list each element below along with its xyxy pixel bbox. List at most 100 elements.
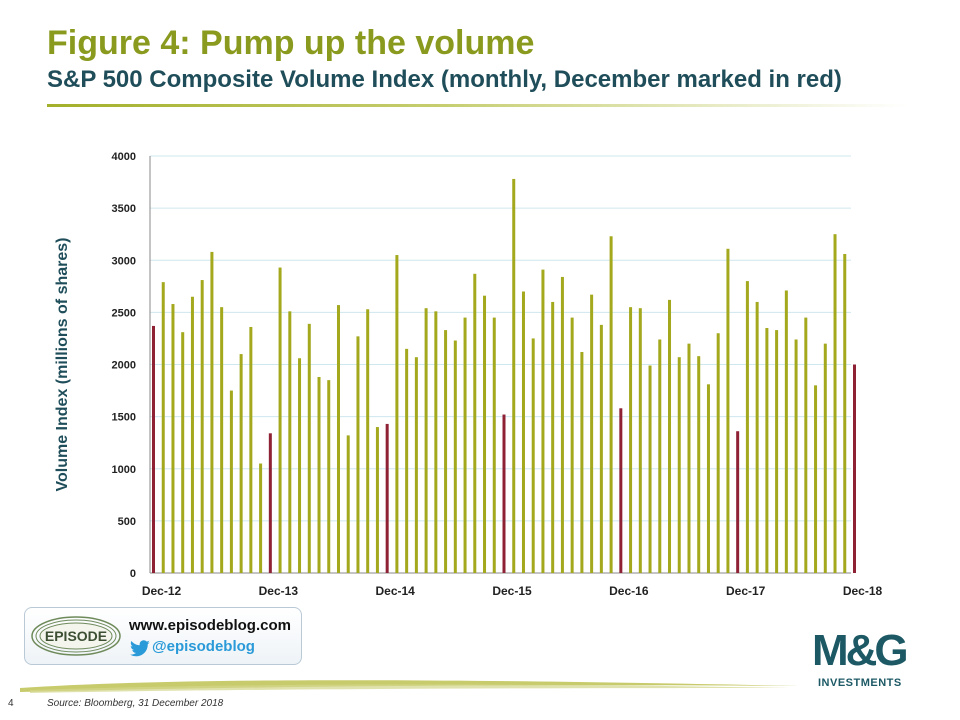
bar [784,290,788,573]
bar [531,338,535,573]
y-tick-label: 3000 [112,255,136,267]
bar [181,332,185,573]
twitter-handle[interactable]: @episodeblog [152,638,255,655]
bar [288,311,292,573]
bar [629,307,633,573]
bar [356,336,360,573]
bar [453,340,457,573]
x-tick-label: Dec-13 [259,584,299,598]
website-link[interactable]: www.episodeblog.com [129,617,291,634]
bar [336,305,340,573]
bar [210,251,214,573]
bar [541,269,545,573]
bar [609,236,613,573]
bar [268,433,272,573]
twitter-bird-icon [130,640,150,657]
bar [298,358,302,573]
bar [706,384,710,573]
bar [346,435,350,573]
bar [512,178,516,573]
bar [502,414,506,573]
bar [444,330,448,573]
chart-title: Figure 4: Pump up the volume [47,24,535,62]
episode-logo-icon: EPISODE [31,616,121,656]
bar [833,234,837,573]
chart-subtitle: S&P 500 Composite Volume Index (monthly,… [47,66,842,93]
bar [395,255,399,574]
bar [648,365,652,573]
bar [551,301,555,573]
x-tick-label: Dec-17 [726,584,766,598]
bar [765,328,769,573]
title-divider [47,104,907,107]
bar [190,296,194,573]
x-tick-label: Dec-16 [609,584,649,598]
decorative-swoosh [20,680,800,693]
bar [483,295,487,573]
bar [259,463,263,573]
bar [239,354,243,573]
bar [171,304,175,573]
bar [521,291,525,573]
bar [687,343,691,573]
bar [599,324,603,573]
bar [580,351,584,573]
bar [307,323,311,573]
bar [843,254,847,573]
bar [590,294,594,573]
x-tick-label: Dec-14 [375,584,415,598]
bar [161,282,165,573]
bar [697,356,701,573]
x-tick-label: Dec-18 [843,584,883,598]
bar [668,299,672,573]
bar [755,301,759,573]
bar [619,408,623,573]
bar [463,317,467,573]
y-tick-label: 1000 [112,464,136,476]
bar [775,330,779,573]
bar [375,427,379,573]
bar [638,308,642,573]
bar [823,343,827,573]
bar [405,348,409,573]
source-note: Source: Bloomberg, 31 December 2018 [47,698,224,709]
bar [424,308,428,573]
mg-logo: M&G [812,626,909,675]
bar [327,380,331,573]
bar [200,280,204,573]
bar [220,307,224,573]
y-tick-label: 500 [118,516,136,528]
mg-logo-subtitle: INVESTMENTS [818,677,902,689]
page-number: 4 [8,698,14,709]
bar [249,326,253,573]
bar [716,333,720,573]
bar [278,267,282,573]
bar [492,317,496,573]
bar [677,357,681,573]
bar [317,377,321,573]
bar [152,325,155,573]
y-tick-label: 3500 [112,203,136,215]
bar [385,423,389,573]
bar [434,311,438,573]
bar [473,273,477,573]
episode-logo-text: EPISODE [45,628,107,644]
bar [570,317,574,573]
episode-branding: EPISODE www.episodeblog.com @episodeblog [24,607,302,665]
bar [736,431,740,573]
bar [814,385,818,573]
bar [366,309,370,573]
bar [726,248,730,573]
bar [658,339,662,573]
bar [229,390,233,573]
y-tick-label: 4000 [112,151,136,163]
y-tick-label: 1500 [112,412,136,424]
bar [804,317,808,573]
bar [560,276,564,573]
y-tick-label: 2500 [112,307,136,319]
x-tick-label: Dec-15 [492,584,532,598]
bar [414,357,418,573]
bar [853,364,856,573]
y-tick-label: 2000 [112,360,136,372]
